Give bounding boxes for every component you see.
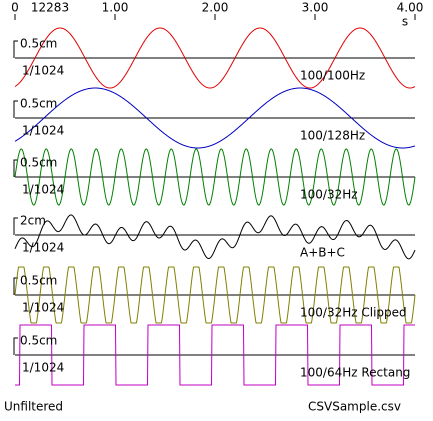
scale-bracket [13, 217, 18, 235]
ratio-label: 1/1024 [22, 64, 64, 78]
scale-bracket [13, 159, 18, 177]
file-label: CSVSample.csv [308, 400, 401, 414]
channel-name: 100/32Hz [300, 188, 358, 202]
scale-label: 0.5cm [20, 274, 57, 288]
scale-bracket [13, 40, 18, 58]
scale-label: 0.5cm [20, 97, 57, 111]
waveform [14, 87, 416, 149]
waveform [15, 324, 415, 386]
scale-bracket [13, 337, 18, 355]
scale-label: 0.5cm [20, 334, 57, 348]
ratio-label: 1/1024 [22, 183, 64, 197]
ratio-label: 1/1024 [22, 301, 64, 315]
channel-name: 100/32Hz Clipped [300, 306, 407, 320]
filter-label: Unfiltered [4, 400, 63, 414]
waveform [14, 27, 416, 89]
waveform [14, 266, 416, 324]
time-label: 12283 [31, 1, 69, 15]
scale-label: 0.5cm [20, 37, 57, 51]
scale-label: 2cm [20, 214, 46, 228]
waveform [14, 148, 416, 206]
time-label: 4.00 [397, 1, 424, 15]
time-label: 1.00 [102, 1, 129, 15]
time-unit: s [402, 15, 408, 29]
waveform [14, 214, 416, 260]
time-label: 2.00 [202, 1, 229, 15]
scale-label: 0.5cm [20, 156, 57, 170]
ratio-label: 1/1024 [22, 124, 64, 138]
channel-name: 100/128Hz [300, 129, 365, 143]
time-label: 0 [11, 1, 19, 15]
ratio-label: 1/1024 [22, 241, 64, 255]
scale-bracket [13, 100, 18, 118]
channel-name: 100/100Hz [300, 69, 365, 83]
ratio-label: 1/1024 [22, 361, 64, 375]
channel-name: 100/64Hz Rectang [300, 366, 410, 380]
channel-name: A+B+C [300, 246, 345, 260]
time-label: 3.00 [302, 1, 329, 15]
